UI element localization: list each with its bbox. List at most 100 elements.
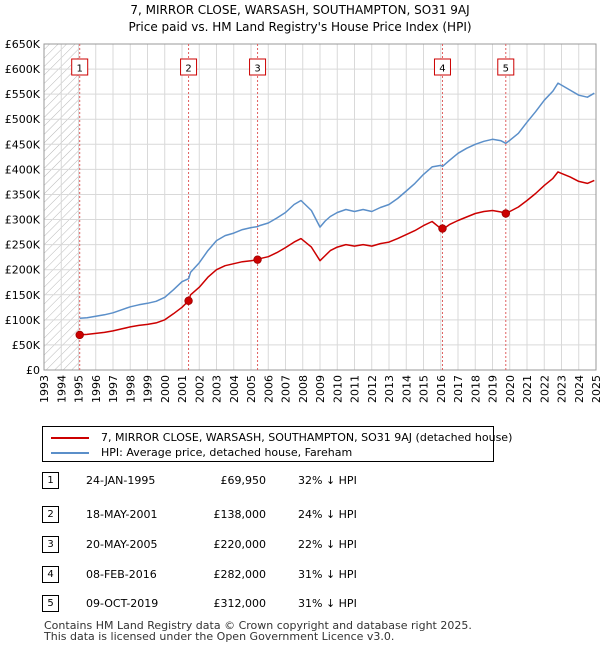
sale-hpi-diff: 31% ↓ HPI xyxy=(298,597,357,610)
table-row: 1 24-JAN-1995 £69,950 32% ↓ HPI xyxy=(42,472,462,489)
sale-number-label: 1 xyxy=(77,64,83,75)
x-tick-label: 2007 xyxy=(280,375,293,403)
y-tick-label: £600K xyxy=(5,63,41,76)
x-tick-label: 2024 xyxy=(573,375,586,403)
table-row: 3 20-MAY-2005 £220,000 22% ↓ HPI xyxy=(42,536,462,553)
sale-number-label: 2 xyxy=(185,64,191,75)
x-tick-label: 2012 xyxy=(366,375,379,403)
sale-number-badge: 2 xyxy=(42,506,59,523)
sale-price: £69,950 xyxy=(220,474,267,487)
x-tick-label: 2022 xyxy=(538,375,551,403)
sale-price: £138,000 xyxy=(213,508,267,521)
y-tick-label: £200K xyxy=(5,264,41,277)
x-tick-label: 2010 xyxy=(331,375,344,403)
chart-subtitle: Price paid vs. HM Land Registry's House … xyxy=(128,20,472,34)
chart-title: 7, MIRROR CLOSE, WARSASH, SOUTHAMPTON, S… xyxy=(0,2,600,36)
x-tick-label: 1996 xyxy=(90,375,103,403)
sale-number-box xyxy=(71,58,89,76)
x-tick-label: 2005 xyxy=(245,375,258,403)
sale-number-badge: 4 xyxy=(42,566,59,583)
x-tick-label: 2017 xyxy=(452,375,465,403)
x-tick-label: 2013 xyxy=(383,375,396,403)
y-tick-label: £100K xyxy=(5,314,41,327)
x-tick-label: 2006 xyxy=(262,375,275,403)
legend-label-hpi: HPI: Average price, detached house, Fare… xyxy=(101,446,353,459)
sale-point xyxy=(438,224,447,233)
x-tick-label: 1994 xyxy=(55,375,68,403)
x-tick-label: 2000 xyxy=(159,375,172,403)
footer-line1: Contains HM Land Registry data © Crown c… xyxy=(44,619,472,632)
sale-date: 18-MAY-2001 xyxy=(86,508,158,521)
x-tick-label: 2018 xyxy=(469,375,482,403)
footer-line2: This data is licensed under the Open Gov… xyxy=(44,630,395,643)
y-tick-label: £0 xyxy=(26,364,40,377)
x-tick-label: 2019 xyxy=(487,375,500,403)
sale-date: 20-MAY-2005 xyxy=(86,538,158,551)
hpi-line xyxy=(79,82,595,320)
table-row: 4 08-FEB-2016 £282,000 31% ↓ HPI xyxy=(42,566,462,583)
sale-date: 24-JAN-1995 xyxy=(86,474,156,487)
x-tick-label: 2023 xyxy=(556,375,569,403)
sale-point xyxy=(184,296,193,305)
y-tick-label: £400K xyxy=(5,163,41,176)
legend: 7, MIRROR CLOSE, WARSASH, SOUTHAMPTON, S… xyxy=(42,426,512,462)
y-tick-label: £650K xyxy=(5,38,41,51)
x-tick-label: 2015 xyxy=(418,375,431,403)
sale-date: 08-FEB-2016 xyxy=(86,568,157,581)
x-tick-label: 2008 xyxy=(297,375,310,403)
y-tick-label: £150K xyxy=(5,289,41,302)
x-tick-label: 1995 xyxy=(73,375,86,403)
y-tick-label: £550K xyxy=(5,88,41,101)
x-tick-label: 2014 xyxy=(400,375,413,403)
sale-price: £312,000 xyxy=(213,597,267,610)
y-tick-label: £250K xyxy=(5,239,41,252)
x-tick-label: 2016 xyxy=(435,375,448,403)
property-price-line xyxy=(79,171,595,336)
sale-number-badge: 1 xyxy=(42,472,59,489)
sale-number-label: 3 xyxy=(254,64,260,75)
legend-swatch-hpi xyxy=(51,452,89,454)
sale-point xyxy=(75,330,84,340)
legend-label-property: 7, MIRROR CLOSE, WARSASH, SOUTHAMPTON, S… xyxy=(101,431,513,444)
sale-hpi-diff: 32% ↓ HPI xyxy=(298,474,357,487)
chart-title-line1: 7, MIRROR CLOSE, WARSASH, SOUTHAMPTON, S… xyxy=(130,3,470,17)
sale-number-box xyxy=(180,58,198,76)
x-tick-label: 1993 xyxy=(38,375,51,403)
sale-hpi-diff: 22% ↓ HPI xyxy=(298,538,357,551)
footer-attribution: Contains HM Land Registry data © Crown c… xyxy=(44,620,472,642)
sale-number-label: 4 xyxy=(439,64,445,75)
sale-price: £220,000 xyxy=(213,538,267,551)
x-tick-label: 2009 xyxy=(314,375,327,403)
x-tick-label: 1999 xyxy=(142,375,155,403)
sale-number-badge: 5 xyxy=(42,595,59,612)
sale-number-badge: 3 xyxy=(42,536,59,553)
x-tick-label: 1997 xyxy=(107,375,120,403)
sale-point xyxy=(501,209,510,218)
x-tick-label: 2011 xyxy=(349,375,362,403)
x-tick-label: 2021 xyxy=(521,375,534,403)
table-row: 5 09-OCT-2019 £312,000 31% ↓ HPI xyxy=(42,595,462,612)
table-row: 2 18-MAY-2001 £138,000 24% ↓ HPI xyxy=(42,506,462,523)
y-tick-label: £350K xyxy=(5,188,41,201)
legend-swatch-property xyxy=(51,437,89,439)
pre-data-hatch xyxy=(44,44,80,370)
x-tick-label: 2002 xyxy=(193,375,206,403)
sale-number-box xyxy=(433,58,451,76)
x-tick-label: 1998 xyxy=(124,375,137,403)
price-chart: 1 2 3 4 5 £0 £50K £100K £150K £200K £250K £300K £35… xyxy=(5,38,600,403)
y-tick-label: £300K xyxy=(5,214,41,227)
plot-border xyxy=(43,43,597,371)
sale-point xyxy=(253,255,262,264)
x-tick-label: 2003 xyxy=(211,375,224,403)
x-tick-label: 2001 xyxy=(176,375,189,403)
x-tick-label: 2020 xyxy=(504,375,517,403)
x-tick-label: 2004 xyxy=(228,375,241,403)
sale-hpi-diff: 31% ↓ HPI xyxy=(298,568,357,581)
sale-price: £282,000 xyxy=(213,568,267,581)
sale-number-box xyxy=(497,58,515,76)
sale-date: 09-OCT-2019 xyxy=(86,597,159,610)
x-tick-label: 2025 xyxy=(590,375,600,403)
y-tick-label: £450K xyxy=(5,138,41,151)
sale-number-box xyxy=(249,58,267,76)
sale-number-label: 5 xyxy=(503,64,509,75)
